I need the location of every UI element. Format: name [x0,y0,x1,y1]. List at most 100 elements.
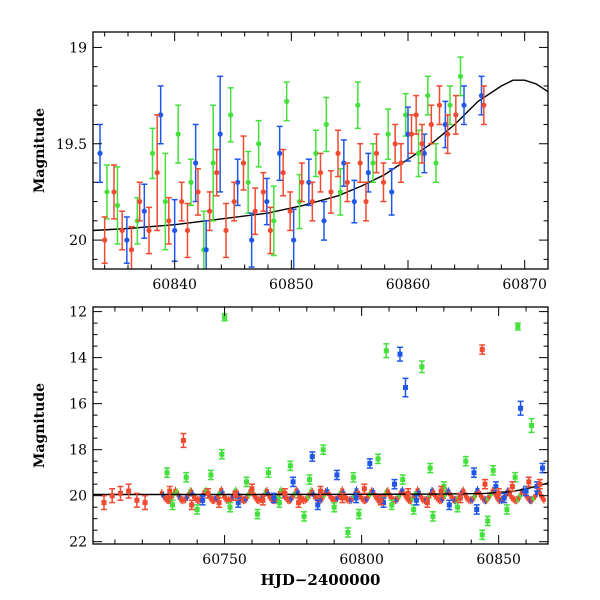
data-point [392,141,398,147]
data-point [403,112,409,118]
band-point [170,494,175,499]
data-point [436,102,443,108]
series-red [101,85,487,269]
band-point [541,497,546,502]
data-point [515,324,521,330]
band-point [403,494,408,499]
data-point [490,467,496,473]
data-point [101,500,107,506]
band-point [291,494,296,499]
band-point [279,488,284,493]
plot-area [93,313,548,541]
data-point [438,488,444,494]
data-point [353,495,359,501]
data-point [291,237,297,243]
data-point [413,497,419,503]
band-point [175,490,180,495]
data-point [375,456,381,462]
y-axis-label: Magnitude [32,383,48,468]
band-point [220,491,225,496]
x-tick-label: 60800 [339,552,384,568]
data-point [265,470,271,476]
data-point [323,121,329,128]
data-point [284,98,290,104]
band-point [219,488,224,493]
data-point [137,198,143,205]
data-point [365,170,371,176]
data-point [321,218,327,224]
data-point [164,470,170,476]
band-point [267,494,272,499]
band-point [478,493,483,498]
data-point [331,504,337,510]
series-blue [199,346,546,515]
data-point [222,314,228,320]
data-point [188,179,194,185]
data-point [287,208,293,214]
data-point [455,504,461,510]
data-point [260,189,266,195]
data-point [154,170,160,176]
data-point [203,247,209,253]
data-point [529,423,535,428]
band-point [531,496,536,501]
data-point [195,189,201,195]
data-point [428,121,434,128]
band-point [264,488,269,493]
data-point [317,170,324,176]
band-point [217,490,222,495]
band-point [207,494,212,499]
band-point [292,491,297,496]
band-point [310,489,315,494]
band-point [357,493,362,498]
data-point [124,237,130,243]
data-point [415,150,422,156]
data-point [380,179,387,185]
band-point [410,496,415,501]
band-point [521,488,526,493]
data-point [501,495,507,501]
band-point [485,496,490,501]
data-point [479,347,485,353]
data-point [413,112,419,118]
model-curve [93,482,548,496]
series-red [100,344,543,511]
band-point [199,495,204,500]
data-point [256,141,262,147]
data-point [208,472,214,478]
data-point [357,160,363,166]
data-point [217,131,223,137]
data-point [97,150,103,156]
band-point [320,495,325,500]
band-point [221,494,226,499]
data-point [126,488,132,494]
data-point [240,160,247,166]
data-point [233,493,239,499]
band-point [340,488,345,493]
data-point [496,490,502,496]
data-point [271,218,277,224]
band-point [463,494,468,499]
data-point [243,479,249,485]
data-point [119,227,125,234]
data-point [166,218,172,224]
data-point [249,486,255,492]
data-point [425,92,431,99]
band-point [432,493,437,498]
data-point [271,495,277,501]
data-point [299,179,305,185]
band-point [418,493,423,498]
band-point [504,492,509,497]
data-point [111,189,117,195]
data-point [351,198,357,205]
y-tick-label: 14 [69,351,87,367]
data-point [408,131,415,137]
band-point [354,488,359,493]
data-point [442,121,448,128]
data-point [526,479,532,485]
data-point [282,490,288,496]
data-point [280,170,286,176]
data-point [276,500,282,506]
band-point [171,491,176,496]
data-point [307,477,313,483]
